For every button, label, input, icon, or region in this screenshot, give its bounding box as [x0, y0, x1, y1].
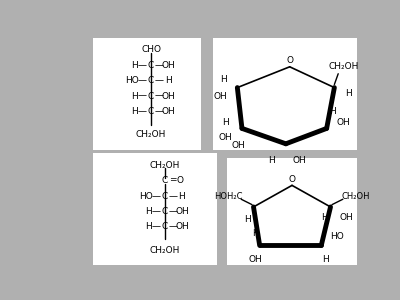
Text: OH: OH: [175, 223, 189, 232]
Text: H: H: [345, 89, 352, 98]
Text: H: H: [145, 223, 151, 232]
Text: C: C: [162, 192, 168, 201]
Text: C: C: [162, 207, 168, 216]
Text: —: —: [151, 192, 160, 201]
Text: —: —: [151, 223, 160, 232]
Text: —: —: [154, 61, 163, 70]
Text: OH: OH: [339, 213, 353, 222]
Text: C: C: [162, 223, 168, 232]
Text: O: O: [288, 176, 296, 184]
Text: CH₂OH: CH₂OH: [150, 161, 180, 170]
Text: H: H: [178, 192, 185, 201]
Text: H: H: [322, 255, 328, 264]
Text: H: H: [321, 213, 328, 222]
Bar: [93, 38, 201, 150]
Text: —: —: [151, 207, 160, 216]
Text: —: —: [137, 61, 146, 70]
Text: H: H: [131, 92, 138, 100]
Text: OH: OH: [214, 92, 227, 101]
Text: C: C: [148, 107, 154, 116]
Text: CH₂OH: CH₂OH: [136, 130, 166, 139]
Text: OH: OH: [161, 92, 175, 100]
Text: —: —: [137, 107, 146, 116]
Text: H: H: [244, 215, 251, 224]
Text: H: H: [252, 230, 259, 238]
Text: H: H: [220, 75, 227, 84]
Text: H: H: [165, 76, 172, 85]
Text: HO: HO: [330, 232, 344, 241]
Text: H: H: [222, 118, 228, 127]
Text: CH₂OH: CH₂OH: [328, 61, 359, 70]
Text: OH: OH: [161, 107, 175, 116]
Text: C: C: [148, 92, 154, 100]
Text: O: O: [286, 56, 293, 65]
Text: O: O: [177, 176, 184, 185]
Text: —: —: [168, 192, 177, 201]
Text: —: —: [137, 92, 146, 100]
Text: H: H: [131, 61, 138, 70]
Text: C: C: [162, 176, 168, 185]
Text: H: H: [131, 107, 138, 116]
Text: OH: OH: [249, 255, 263, 264]
Text: OH: OH: [161, 61, 175, 70]
Text: =: =: [169, 176, 176, 184]
Text: HOH₂C: HOH₂C: [215, 192, 243, 201]
Text: OH: OH: [337, 118, 350, 127]
Text: —: —: [168, 223, 177, 232]
Text: H: H: [330, 107, 336, 116]
Text: OH: OH: [175, 207, 189, 216]
Text: H: H: [145, 207, 151, 216]
Text: —: —: [137, 76, 146, 85]
Text: C: C: [148, 76, 154, 85]
Text: CH₂OH: CH₂OH: [150, 246, 180, 255]
Text: OH: OH: [293, 156, 306, 165]
Bar: [213, 38, 358, 150]
Text: —: —: [154, 76, 163, 85]
Text: C: C: [148, 61, 154, 70]
Bar: [226, 158, 358, 266]
Text: OH: OH: [231, 141, 245, 150]
Bar: [93, 153, 216, 266]
Text: HO: HO: [125, 76, 139, 85]
Text: H: H: [269, 156, 275, 165]
Text: —: —: [154, 107, 163, 116]
Text: OH: OH: [218, 133, 232, 142]
Text: CHO: CHO: [141, 45, 161, 54]
Text: HO: HO: [139, 192, 152, 201]
Text: —: —: [154, 92, 163, 100]
Text: CH₂OH: CH₂OH: [342, 192, 370, 201]
Text: —: —: [168, 207, 177, 216]
